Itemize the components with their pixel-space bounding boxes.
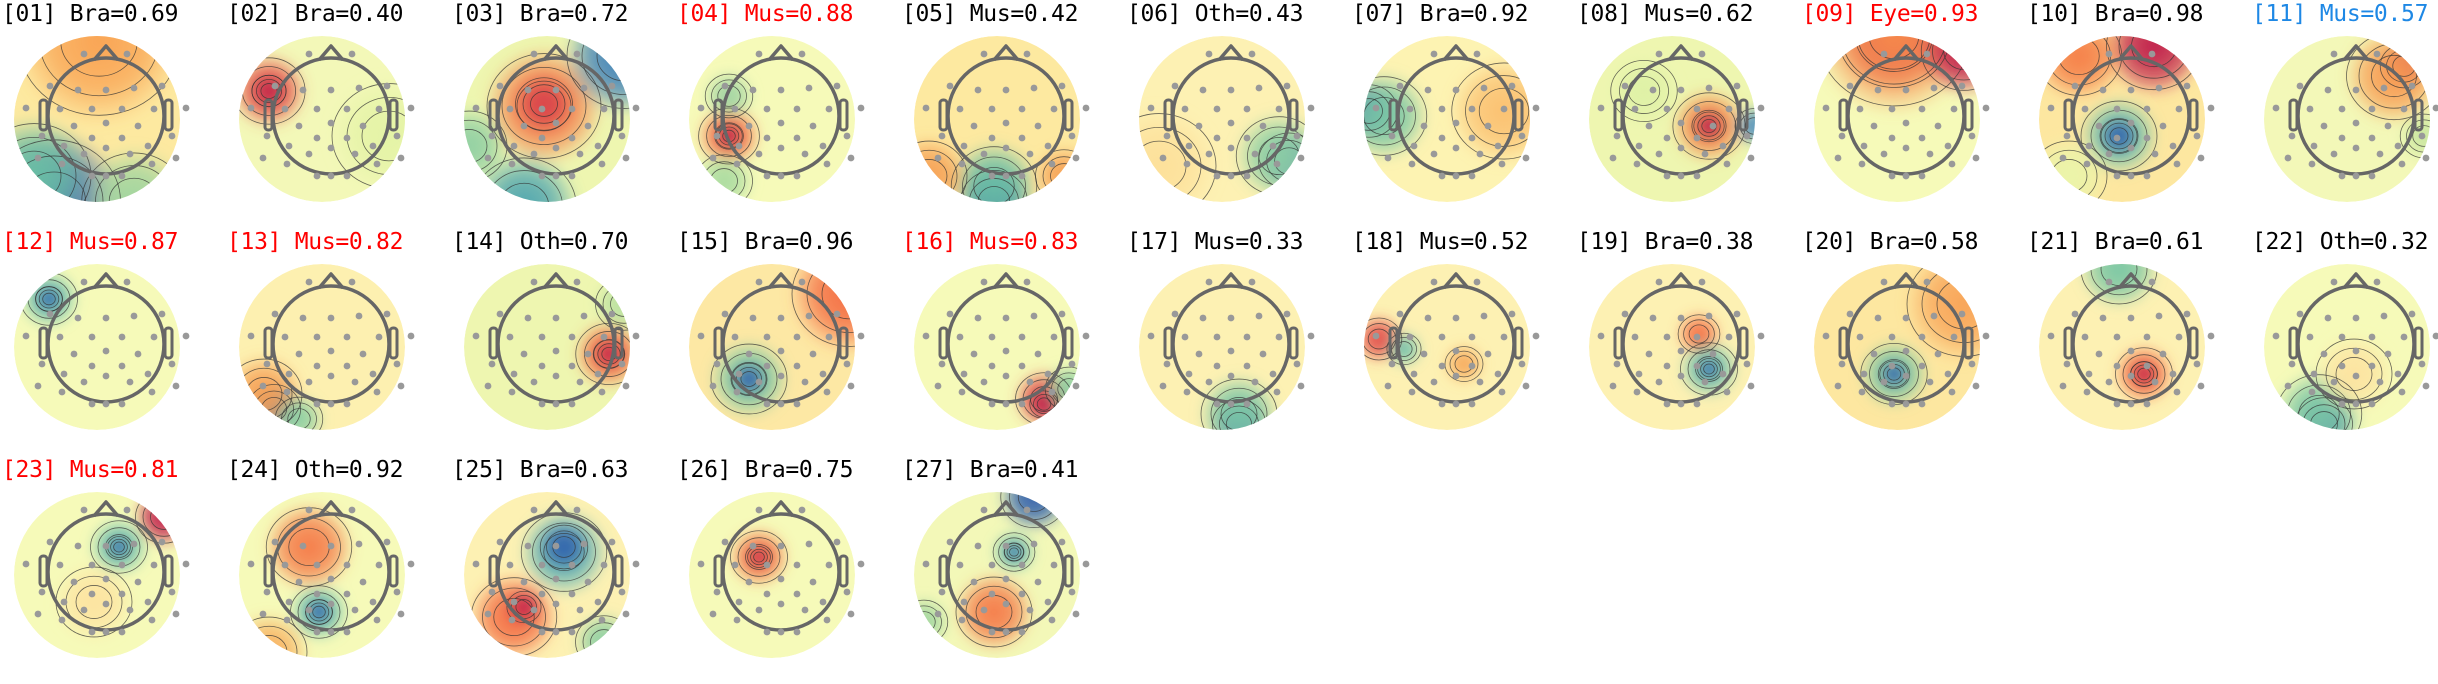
component-panel: [05] Mus=0.42 <box>902 0 1127 228</box>
component-panel: [01] Bra=0.69 <box>2 0 227 228</box>
component-title: [06] Oth=0.43 <box>1127 0 1303 30</box>
component-title: [15] Bra=0.96 <box>677 228 853 258</box>
component-title: [26] Bra=0.75 <box>677 456 853 486</box>
component-title: [11] Mus=0.57 <box>2252 0 2428 30</box>
component-title: [03] Bra=0.72 <box>452 0 628 30</box>
component-title: [02] Bra=0.40 <box>227 0 403 30</box>
component-title: [16] Mus=0.83 <box>902 228 1078 258</box>
topomap <box>1139 264 1305 430</box>
component-panel: [11] Mus=0.57 <box>2252 0 2438 228</box>
topomap <box>2039 36 2205 202</box>
component-title: [13] Mus=0.82 <box>227 228 403 258</box>
component-title: [08] Mus=0.62 <box>1577 0 1753 30</box>
component-panel: [02] Bra=0.40 <box>227 0 452 228</box>
topomap <box>1364 36 1530 202</box>
topomap <box>239 264 405 430</box>
component-title: [20] Bra=0.58 <box>1802 228 1978 258</box>
topomap <box>914 36 1080 202</box>
component-title: [17] Mus=0.33 <box>1127 228 1303 258</box>
topomap <box>1814 264 1980 430</box>
component-title: [27] Bra=0.41 <box>902 456 1078 486</box>
topomap <box>1589 264 1755 430</box>
topomap <box>2039 264 2205 430</box>
component-panel: [10] Bra=0.98 <box>2027 0 2252 228</box>
component-title: [18] Mus=0.52 <box>1352 228 1528 258</box>
topomap <box>1139 36 1305 202</box>
component-panel: [26] Bra=0.75 <box>677 456 902 684</box>
component-panel: [08] Mus=0.62 <box>1577 0 1802 228</box>
component-title: [05] Mus=0.42 <box>902 0 1078 30</box>
component-title: [04] Mus=0.88 <box>677 0 853 30</box>
topomap <box>914 492 1080 658</box>
topomap <box>1589 36 1755 202</box>
component-title: [10] Bra=0.98 <box>2027 0 2203 30</box>
component-panel: [19] Bra=0.38 <box>1577 228 1802 456</box>
component-panel: [24] Oth=0.92 <box>227 456 452 684</box>
component-title: [09] Eye=0.93 <box>1802 0 1978 30</box>
component-panel: [17] Mus=0.33 <box>1127 228 1352 456</box>
topomap <box>2264 264 2430 430</box>
component-panel: [23] Mus=0.81 <box>2 456 227 684</box>
component-panel: [16] Mus=0.83 <box>902 228 1127 456</box>
topomap <box>1814 36 1980 202</box>
component-panel: [14] Oth=0.70 <box>452 228 677 456</box>
component-panel: [25] Bra=0.63 <box>452 456 677 684</box>
topomap <box>689 36 855 202</box>
component-title: [23] Mus=0.81 <box>2 456 178 486</box>
component-title: [21] Bra=0.61 <box>2027 228 2203 258</box>
topomap <box>14 492 180 658</box>
component-panel: [09] Eye=0.93 <box>1802 0 2027 228</box>
topomap <box>464 36 630 202</box>
topomap <box>464 264 630 430</box>
component-panel: [21] Bra=0.61 <box>2027 228 2252 456</box>
topomap <box>464 492 630 658</box>
component-panel: [07] Bra=0.92 <box>1352 0 1577 228</box>
component-panel: [18] Mus=0.52 <box>1352 228 1577 456</box>
component-title: [22] Oth=0.32 <box>2252 228 2428 258</box>
component-title: [14] Oth=0.70 <box>452 228 628 258</box>
component-panel: [03] Bra=0.72 <box>452 0 677 228</box>
component-title: [25] Bra=0.63 <box>452 456 628 486</box>
component-title: [19] Bra=0.38 <box>1577 228 1753 258</box>
component-title: [12] Mus=0.87 <box>2 228 178 258</box>
component-panel: [06] Oth=0.43 <box>1127 0 1352 228</box>
topomap <box>239 36 405 202</box>
topomap <box>239 492 405 658</box>
component-title: [24] Oth=0.92 <box>227 456 403 486</box>
component-panel: [15] Bra=0.96 <box>677 228 902 456</box>
component-panel: [04] Mus=0.88 <box>677 0 902 228</box>
component-panel: [22] Oth=0.32 <box>2252 228 2438 456</box>
component-panel: [13] Mus=0.82 <box>227 228 452 456</box>
topomap <box>14 264 180 430</box>
topomap <box>2264 36 2430 202</box>
component-panel: [27] Bra=0.41 <box>902 456 1127 684</box>
topomap <box>1364 264 1530 430</box>
topomap <box>689 264 855 430</box>
component-panel: [20] Bra=0.58 <box>1802 228 2027 456</box>
topomap <box>689 492 855 658</box>
topomap <box>914 264 1080 430</box>
topomap <box>14 36 180 202</box>
component-panel: [12] Mus=0.87 <box>2 228 227 456</box>
component-title: [07] Bra=0.92 <box>1352 0 1528 30</box>
component-title: [01] Bra=0.69 <box>2 0 178 30</box>
